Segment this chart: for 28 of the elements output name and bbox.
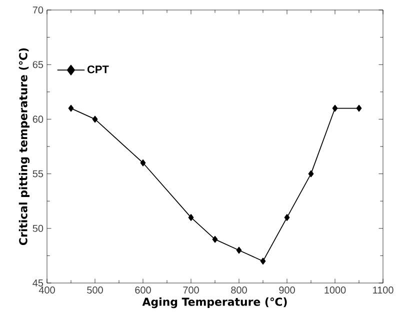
- point: [356, 104, 362, 112]
- point: [212, 236, 218, 243]
- x-tick-label: 800: [231, 286, 247, 294]
- point: [260, 258, 266, 265]
- x-tick-label: 900: [279, 286, 295, 294]
- y-tick-label: 45: [32, 280, 44, 286]
- legend-label: CPT: [87, 66, 109, 74]
- point: [92, 116, 98, 123]
- point: [68, 104, 74, 112]
- x-tick-label: 1100: [373, 286, 394, 294]
- x-tick-label: 1000: [324, 286, 346, 294]
- point: [308, 170, 314, 178]
- y-tick-label: 65: [32, 61, 44, 68]
- x-tick-label: 500: [87, 286, 103, 294]
- y-tick-label: 55: [32, 170, 44, 178]
- y-tick-label: 50: [32, 224, 44, 232]
- x-tick-label: 600: [135, 286, 151, 294]
- point: [140, 159, 146, 166]
- y-axis-title: Critical pitting temperature (℃): [18, 48, 30, 246]
- point: [188, 214, 194, 221]
- point: [284, 214, 290, 221]
- x-tick-label: 700: [183, 286, 199, 294]
- y-tick-label: 70: [32, 6, 44, 14]
- y-tick-label: 60: [32, 116, 44, 123]
- x-tick-label: 400: [38, 286, 55, 294]
- point: [332, 104, 338, 112]
- point: [236, 246, 242, 254]
- x-axis-title: Aging Temperature (℃): [142, 297, 287, 308]
